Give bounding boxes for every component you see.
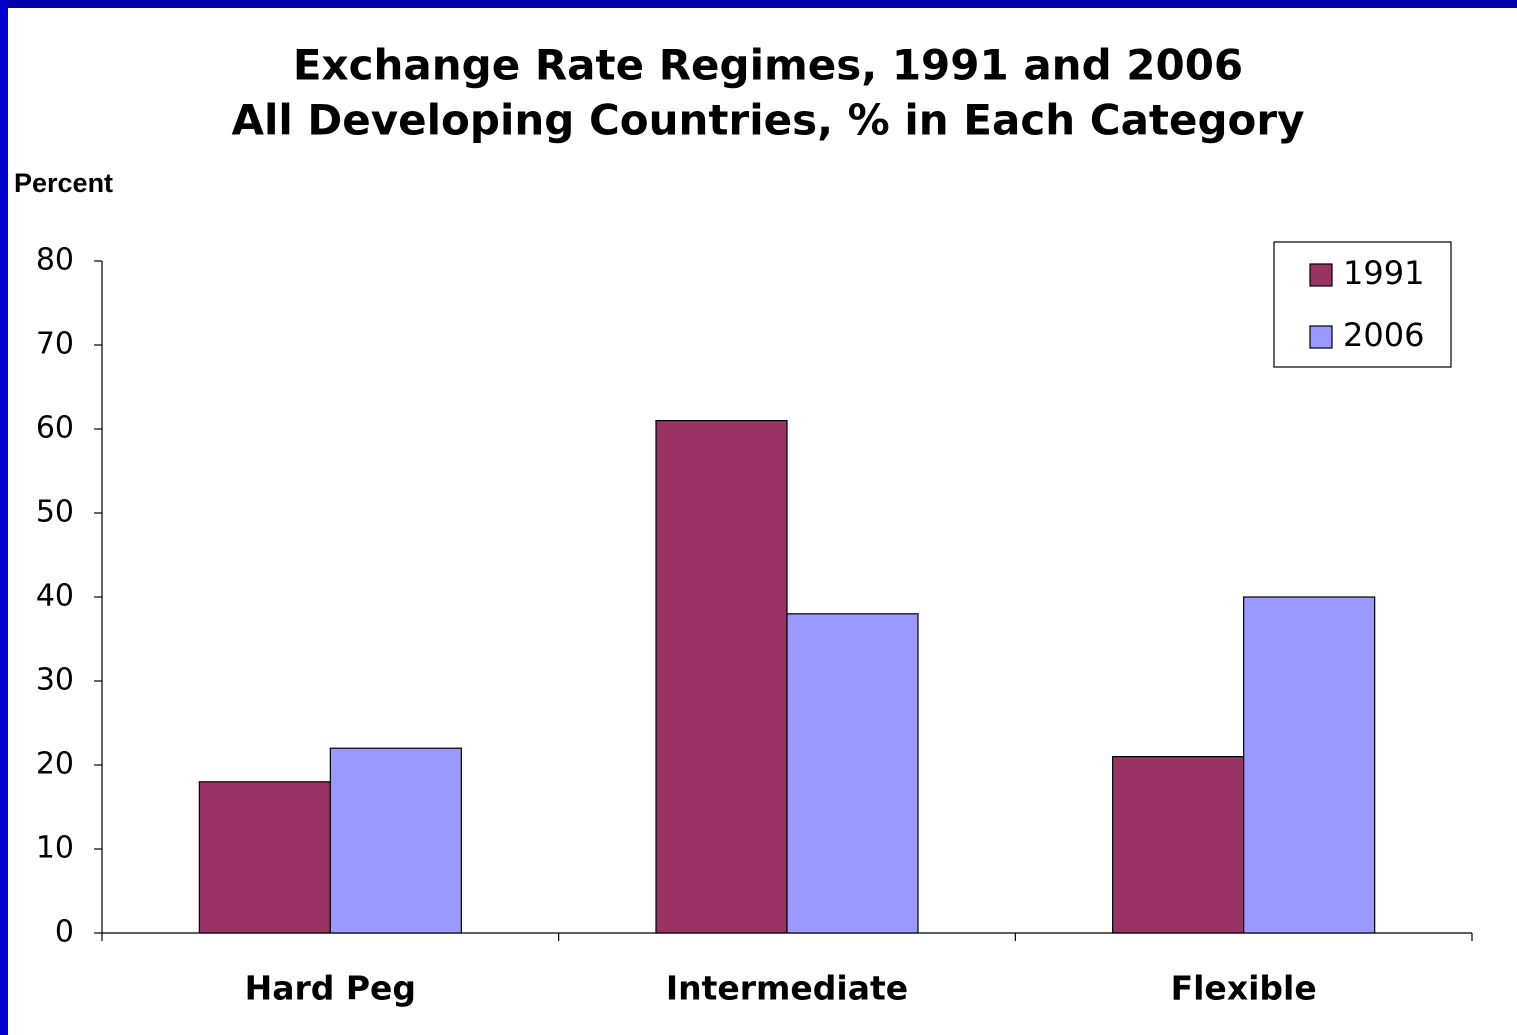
legend-swatch [1309, 263, 1333, 287]
x-tick-label: Flexible [1171, 969, 1317, 1008]
y-tick-label: 60 [36, 411, 74, 446]
bar [198, 781, 331, 934]
y-tick-label: 30 [36, 663, 74, 698]
x-tick-label: Intermediate [666, 969, 908, 1008]
legend-label: 2006 [1343, 316, 1424, 354]
left-border [0, 0, 8, 1035]
bar [1112, 755, 1245, 934]
y-tick-label: 40 [36, 579, 74, 614]
y-tick-label: 10 [36, 831, 74, 866]
bar [786, 613, 919, 934]
y-tick-label: 50 [36, 495, 74, 530]
legend-box [1273, 241, 1452, 368]
top-border [0, 0, 1517, 8]
y-axis-label: Percent [14, 168, 113, 198]
y-tick-label: 20 [36, 747, 74, 782]
chart-subtitle: All Developing Countries, % in Each Cate… [232, 96, 1305, 145]
bar [655, 420, 788, 934]
y-tick-label: 80 [36, 243, 74, 278]
chart-title: Exchange Rate Regimes, 1991 and 2006 [293, 41, 1243, 90]
y-tick-label: 0 [55, 915, 74, 950]
y-tick-label: 70 [36, 327, 74, 362]
legend-swatch [1309, 325, 1333, 349]
x-tick-label: Hard Peg [245, 969, 416, 1008]
bar [1243, 596, 1376, 934]
bar [329, 747, 462, 934]
legend-label: 1991 [1343, 254, 1424, 292]
